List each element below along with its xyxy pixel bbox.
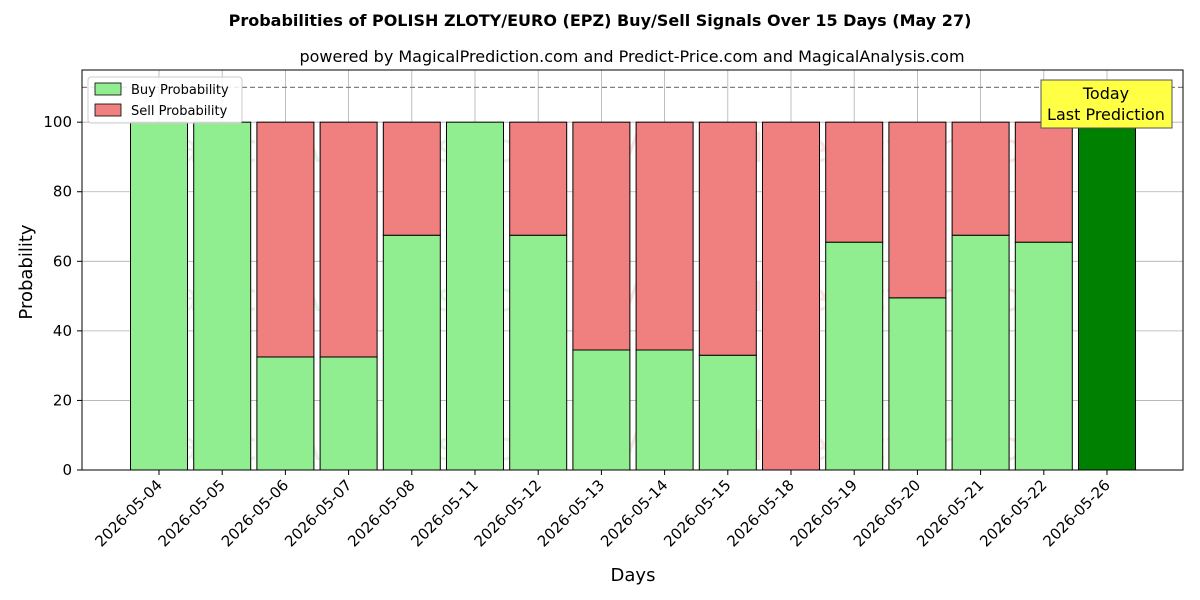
today-annotation-box: [1040, 79, 1173, 129]
sell-bar: [951, 121, 1010, 236]
today-annotation: Today Last Prediction: [1040, 79, 1173, 129]
buy-bar: [572, 349, 631, 471]
sell-bar: [825, 121, 884, 243]
buy-bar: [130, 121, 188, 471]
chart-title: Probabilities of POLISH ZLOTY/EURO (EPZ)…: [229, 11, 972, 30]
chart-subtitle: powered by MagicalPrediction.com and Pre…: [299, 47, 964, 66]
x-tick-label: 2026-05-20: [850, 476, 924, 550]
x-tick-label: 2026-05-07: [281, 476, 355, 550]
today-annotation-line2: Last Prediction: [1047, 105, 1165, 124]
x-tick-label: 2026-05-15: [660, 476, 734, 550]
buy-bar: [951, 234, 1010, 471]
sell-bar: [698, 121, 757, 356]
sell-bar: [1014, 121, 1073, 243]
x-tick-label: 2026-05-11: [407, 476, 481, 550]
legend: Buy Probability Sell Probability: [87, 76, 243, 124]
x-tick-label: 2026-05-18: [723, 476, 797, 550]
buy-bar: [888, 297, 947, 471]
x-tick-label: 2026-05-05: [155, 476, 229, 550]
sell-bar: [509, 121, 568, 236]
x-tick-label: 2026-05-26: [1039, 476, 1113, 550]
buy-bar: [382, 234, 441, 471]
x-tick-label: 2026-05-21: [913, 476, 987, 550]
x-tick-label: 2026-05-06: [218, 476, 292, 550]
buy-bar: [256, 356, 315, 471]
today-annotation-line1: Today: [1082, 84, 1129, 103]
buy-bar: [698, 354, 757, 471]
buy-bar: [1078, 121, 1136, 471]
y-axis-label: Probability: [16, 224, 37, 319]
legend-label-sell: Sell Probability: [131, 104, 228, 119]
x-tick-label: 2026-05-04: [91, 476, 165, 550]
y-tick-label: 20: [53, 391, 72, 409]
buy-bar: [635, 349, 694, 471]
x-axis-label: Days: [611, 565, 656, 586]
x-tick-label: 2026-05-14: [597, 476, 671, 550]
x-tick-label: 2026-05-12: [471, 476, 545, 550]
buy-bar: [193, 121, 252, 471]
y-tick-label: 0: [62, 461, 72, 479]
bar-layer: [130, 121, 1136, 471]
buy-bar: [825, 241, 884, 471]
y-tick-label: 80: [53, 183, 72, 201]
x-tick-label: 2026-05-13: [534, 476, 608, 550]
plot-frame: [81, 69, 1184, 471]
y-tick-label: 60: [53, 252, 72, 270]
x-tick-label: 2026-05-08: [344, 476, 418, 550]
sell-bar: [572, 121, 631, 351]
legend-label-buy: Buy Probability: [131, 83, 229, 98]
legend-swatch-sell: [94, 103, 122, 117]
y-tick-label: 40: [53, 322, 72, 340]
y-tick-label: 100: [43, 113, 72, 131]
sell-bar: [382, 121, 441, 236]
sell-bar: [762, 121, 820, 471]
x-tick-label: 2026-05-19: [787, 476, 861, 550]
sell-bar: [888, 121, 947, 299]
sell-bar: [635, 121, 694, 351]
buy-bar: [509, 234, 568, 471]
buy-bar: [1014, 241, 1073, 471]
x-tick-label: 2026-05-22: [976, 476, 1050, 550]
legend-box: [87, 76, 243, 124]
buy-bar: [319, 356, 378, 471]
buy-bar: [446, 121, 504, 471]
sell-bar: [319, 121, 378, 358]
legend-swatch-buy: [94, 82, 122, 96]
sell-bar: [256, 121, 315, 358]
